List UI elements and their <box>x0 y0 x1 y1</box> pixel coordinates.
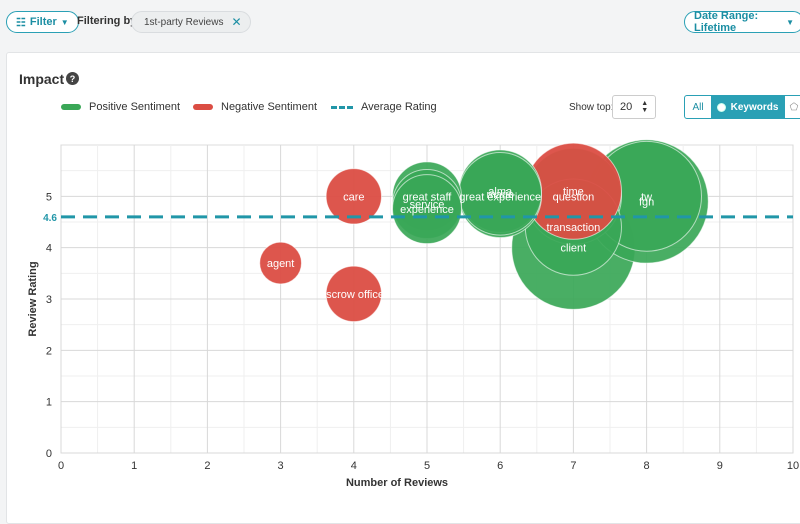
x-tick-label: 5 <box>424 460 430 472</box>
average-rating-label: 4.6 <box>43 213 57 224</box>
y-tick-label: 0 <box>46 448 52 460</box>
bubble-label: fgn <box>639 196 654 208</box>
view-keywords-toggle[interactable]: Keywords <box>711 95 784 119</box>
bubble-label: escrow officer <box>320 289 388 301</box>
bubble-label: marie <box>486 189 514 201</box>
legend-label: Positive Sentiment <box>89 101 181 113</box>
bubble-label: alma <box>488 186 513 198</box>
legend-swatch-positive <box>61 104 81 110</box>
bubble-label: transaction <box>546 222 600 234</box>
filter-chip: 1st-party Reviews ✕ <box>131 11 251 33</box>
legend-negative[interactable]: Negative Sentiment <box>193 101 317 113</box>
y-tick-label: 2 <box>46 345 52 357</box>
y-tick-label: 4 <box>46 243 52 255</box>
x-tick-label: 6 <box>497 460 503 472</box>
chevron-down-icon: ▼ <box>60 17 69 27</box>
y-tick-label: 5 <box>46 191 52 203</box>
bubble-label: time <box>563 186 584 198</box>
bubble-label: service <box>410 199 445 211</box>
filter-label: Filter <box>29 16 57 28</box>
x-tick-label: 7 <box>570 460 576 472</box>
bubble-label: great experience <box>459 191 541 203</box>
bubble-label: question <box>553 191 595 203</box>
tag-icon: ⬠ <box>789 101 799 113</box>
x-tick-label: 3 <box>278 460 284 472</box>
chevron-down-icon: ▼ <box>786 17 794 27</box>
legend-swatch-negative <box>193 104 213 110</box>
close-icon[interactable]: ✕ <box>231 15 242 29</box>
filter-icon: ☷ <box>16 16 26 29</box>
x-tick-label: 0 <box>58 460 64 472</box>
help-icon[interactable]: ? <box>66 72 79 85</box>
view-more-toggle[interactable]: ⬠ <box>784 95 800 119</box>
y-tick-label: 3 <box>46 294 52 306</box>
bubble-label: tw <box>641 191 652 203</box>
bubble-experience <box>392 174 462 245</box>
legend-swatch-average <box>331 105 353 109</box>
show-top-stepper[interactable]: 20 ▲ ▼ <box>612 95 656 119</box>
bubble-label: client <box>561 243 587 255</box>
filtering-by-label: Filtering by: <box>77 15 140 27</box>
bubble-chart: 0 1 2 3 4 5 6 7 8 9 10 0 1 2 3 4 5 Number of Reviews Revie… <box>27 139 799 489</box>
date-range-label: Date Range: Lifetime <box>694 10 759 34</box>
filter-button[interactable]: ☷ Filter ▼ <box>6 11 79 33</box>
bubble-label: agent <box>267 258 295 270</box>
bubble-label: experience <box>400 204 454 216</box>
filter-chip-label: 1st-party Reviews <box>144 16 224 28</box>
bubble-care <box>325 168 382 225</box>
x-axis-title: Number of Reviews <box>346 477 448 489</box>
legend-average[interactable]: Average Rating <box>331 101 437 113</box>
show-top-label: Show top: <box>569 102 614 113</box>
legend-positive[interactable]: Positive Sentiment <box>61 101 180 113</box>
bubble-label: care <box>343 191 364 203</box>
y-axis-title: Review Rating <box>27 261 39 336</box>
x-tick-label: 1 <box>131 460 137 472</box>
date-range-button[interactable]: Date Range: Lifetime ▼ <box>684 10 800 34</box>
x-tick-label: 9 <box>717 460 723 472</box>
bubble-label: great staff <box>403 191 453 203</box>
legend-label: Negative Sentiment <box>221 101 317 113</box>
bubble-escrow-officer <box>325 265 382 323</box>
x-tick-label: 2 <box>204 460 210 472</box>
legend-label: Average Rating <box>361 101 437 113</box>
view-keywords-label: Keywords <box>730 101 779 113</box>
bubble-agent <box>259 241 303 285</box>
show-top-value: 20 <box>620 101 633 113</box>
x-tick-label: 4 <box>351 460 357 472</box>
top-toolbar: ☷ Filter ▼ Filtering by: 1st-party Revie… <box>0 0 800 44</box>
y-tick-label: 1 <box>46 397 52 409</box>
panel-title: Impact <box>19 71 65 87</box>
x-tick-label: 8 <box>644 460 650 472</box>
radio-dot-icon <box>716 102 726 112</box>
stepper-arrows-icon[interactable]: ▲ ▼ <box>641 100 649 114</box>
x-tick-label: 10 <box>787 460 799 472</box>
